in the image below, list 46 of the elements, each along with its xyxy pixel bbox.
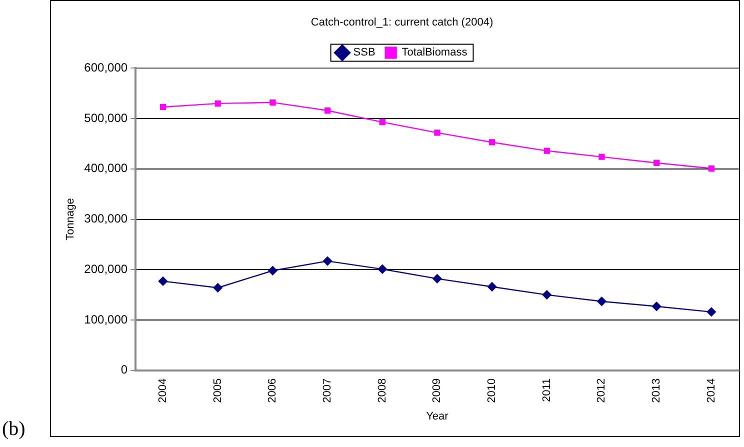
point (487, 282, 497, 292)
point (213, 283, 222, 292)
y-tick-label: 300,000 (84, 212, 128, 226)
point (653, 160, 660, 166)
x-tick-label: 2008 (376, 378, 388, 403)
point (598, 154, 605, 160)
point (378, 264, 387, 274)
x-tick-label: 2012 (596, 378, 608, 403)
legend-label: SSB (353, 46, 376, 59)
point (324, 107, 331, 114)
point (160, 104, 166, 110)
point (488, 139, 496, 146)
legend-label: TotalBiomass (402, 46, 468, 59)
x-axis-title: Year (426, 410, 449, 422)
x-tick-label: 2010 (486, 378, 498, 403)
point (270, 99, 276, 106)
point (597, 296, 606, 306)
x-tick-label: 2014 (705, 378, 718, 403)
y-tick-label: 400,000 (84, 161, 128, 176)
point (322, 256, 332, 266)
x-tick-label: 2011 (540, 378, 553, 402)
x-tick-label: 2007 (322, 378, 334, 403)
y-axis-title: Tonnage (64, 198, 77, 240)
point (268, 266, 278, 276)
y-tick-label: 200,000 (84, 262, 128, 276)
point (706, 307, 716, 317)
point (708, 165, 714, 172)
text: (b) (2, 418, 26, 441)
x-tick-label: 2005 (212, 378, 224, 403)
point (542, 290, 552, 300)
x-tick-label: 2009 (431, 378, 444, 403)
point (434, 130, 440, 136)
x-tick-label: 2006 (266, 378, 279, 403)
y-tick-label: 100,000 (84, 312, 128, 326)
point (158, 276, 168, 286)
y-tick-label: 0 (120, 362, 128, 377)
y-tick-label: 500,000 (84, 110, 128, 125)
x-tick-label: 2004 (157, 378, 170, 403)
x-tick-label: 2013 (650, 378, 663, 403)
point (432, 274, 442, 284)
point (544, 148, 550, 154)
point (652, 302, 662, 311)
point (214, 100, 221, 107)
y-tick-label: 600,000 (84, 60, 128, 75)
point (379, 119, 386, 126)
chart-title: Catch-control_1: current catch (2004) (310, 16, 494, 29)
